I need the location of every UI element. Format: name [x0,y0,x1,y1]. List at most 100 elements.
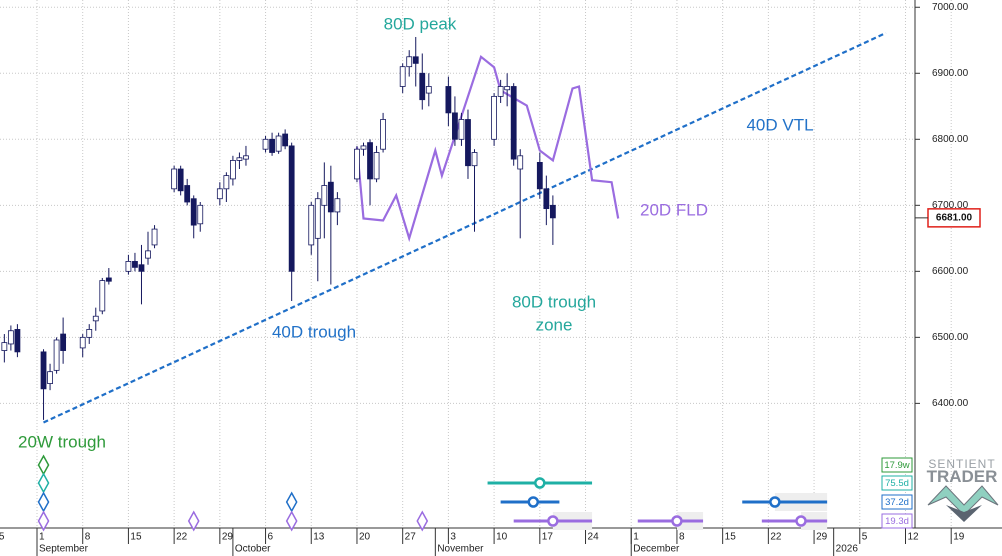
candle-body [1,342,8,351]
projection-center [671,515,683,527]
x-tick-label: 15 [130,532,142,543]
cycle-label-box [881,513,913,529]
annotation: 80D peak [384,14,457,33]
candle-body [151,228,158,246]
annotation: 40D VTL [746,115,813,134]
candle-body [275,135,282,152]
x-tick-label: 12 [907,532,919,543]
candle-body [543,188,550,210]
candle-body [171,168,178,190]
candle-body [79,336,86,349]
x-tick-label: 27 [405,532,417,543]
annotation: zone [536,315,573,334]
last-price-label: 6681.00 [936,212,973,223]
candle-body [445,86,452,114]
candle-body [53,339,60,371]
y-tick-label: 6700.00 [932,200,969,211]
candle-body [354,148,360,180]
cycle-label-box [881,475,913,491]
x-tick-label: 1 [633,532,639,543]
candle-body [367,142,373,180]
fld-line [355,54,620,243]
candle-body [92,315,99,322]
projection-center [547,515,559,527]
x-tick-label: 29 [222,532,234,543]
x-tick-label: 22 [770,532,782,543]
candle-body [412,56,419,64]
candle-body [132,261,138,268]
candle-body [216,188,223,200]
candle-body [497,86,504,97]
candle-body [138,264,145,272]
candle-body [262,138,269,150]
candle-body [190,198,197,226]
candle-body [308,204,315,246]
x-tick-label: 10 [496,532,508,543]
candle-body [504,86,511,91]
candle-body [406,56,413,68]
x-tick-label: 19 [953,532,965,543]
candle-body [327,181,334,213]
candle-body [223,175,230,190]
x-tick-label: 24 [588,532,600,543]
y-tick-label: 6500.00 [932,332,969,343]
candle-body [99,280,106,312]
cycle-label: 19.3d [885,516,909,527]
logo-mark [946,505,982,522]
month-label: October [235,544,271,555]
candle-body [125,261,132,272]
cycle-label-box [881,494,913,510]
x-tick-label: 3 [450,532,456,543]
cycle-label-box [881,457,913,473]
candle-body [184,185,191,203]
candle-body [321,185,328,206]
y-tick-label: 6400.00 [932,398,969,409]
candle-body [334,198,341,213]
y-tick-label: 6900.00 [932,68,969,79]
y-tick-label: 7000.00 [932,2,969,13]
x-tick-label: 15 [725,532,737,543]
x-tick-label: 20 [359,532,371,543]
logo: SENTIENT TRADER [927,457,999,522]
candle-body [7,330,14,345]
candle-body [491,95,498,140]
candle-body [510,86,517,160]
candle-body [380,119,386,150]
candle-body [517,155,524,170]
candle-body [105,277,112,282]
logo-text: TRADER [927,467,998,486]
x-tick-label: 13 [313,532,325,543]
candle-body [177,168,184,192]
annotation: 80D trough [512,292,596,311]
candle-body [229,160,236,180]
projection-center [527,496,540,508]
x-tick-label: 8 [679,532,685,543]
candle-body [86,329,93,338]
x-tick-label: 8 [85,532,91,543]
x-tick-label: 29 [816,532,828,543]
candle-body [458,119,465,140]
candle-body [40,351,47,390]
cycle-label: 37.2d [885,497,909,508]
candle-body [47,371,53,384]
trough-marker [285,510,298,532]
month-label: 2026 [836,544,859,555]
trough-marker [187,510,200,532]
candle-body [465,119,471,167]
candle-body [243,155,249,160]
candle-body [236,157,243,161]
candle-body [314,198,321,239]
trough-marker [37,510,50,532]
candle-body [282,133,289,147]
month-label: September [39,544,89,555]
candle-body [452,112,458,140]
x-tick-label: 5 [862,532,868,543]
annotation: 20D FLD [640,200,708,219]
projection-center [534,477,546,489]
logo-text: SENTIENT [928,457,995,471]
candle-body [471,152,478,167]
grid [0,0,952,528]
candle-body [14,329,21,353]
logo-mark [927,485,999,516]
